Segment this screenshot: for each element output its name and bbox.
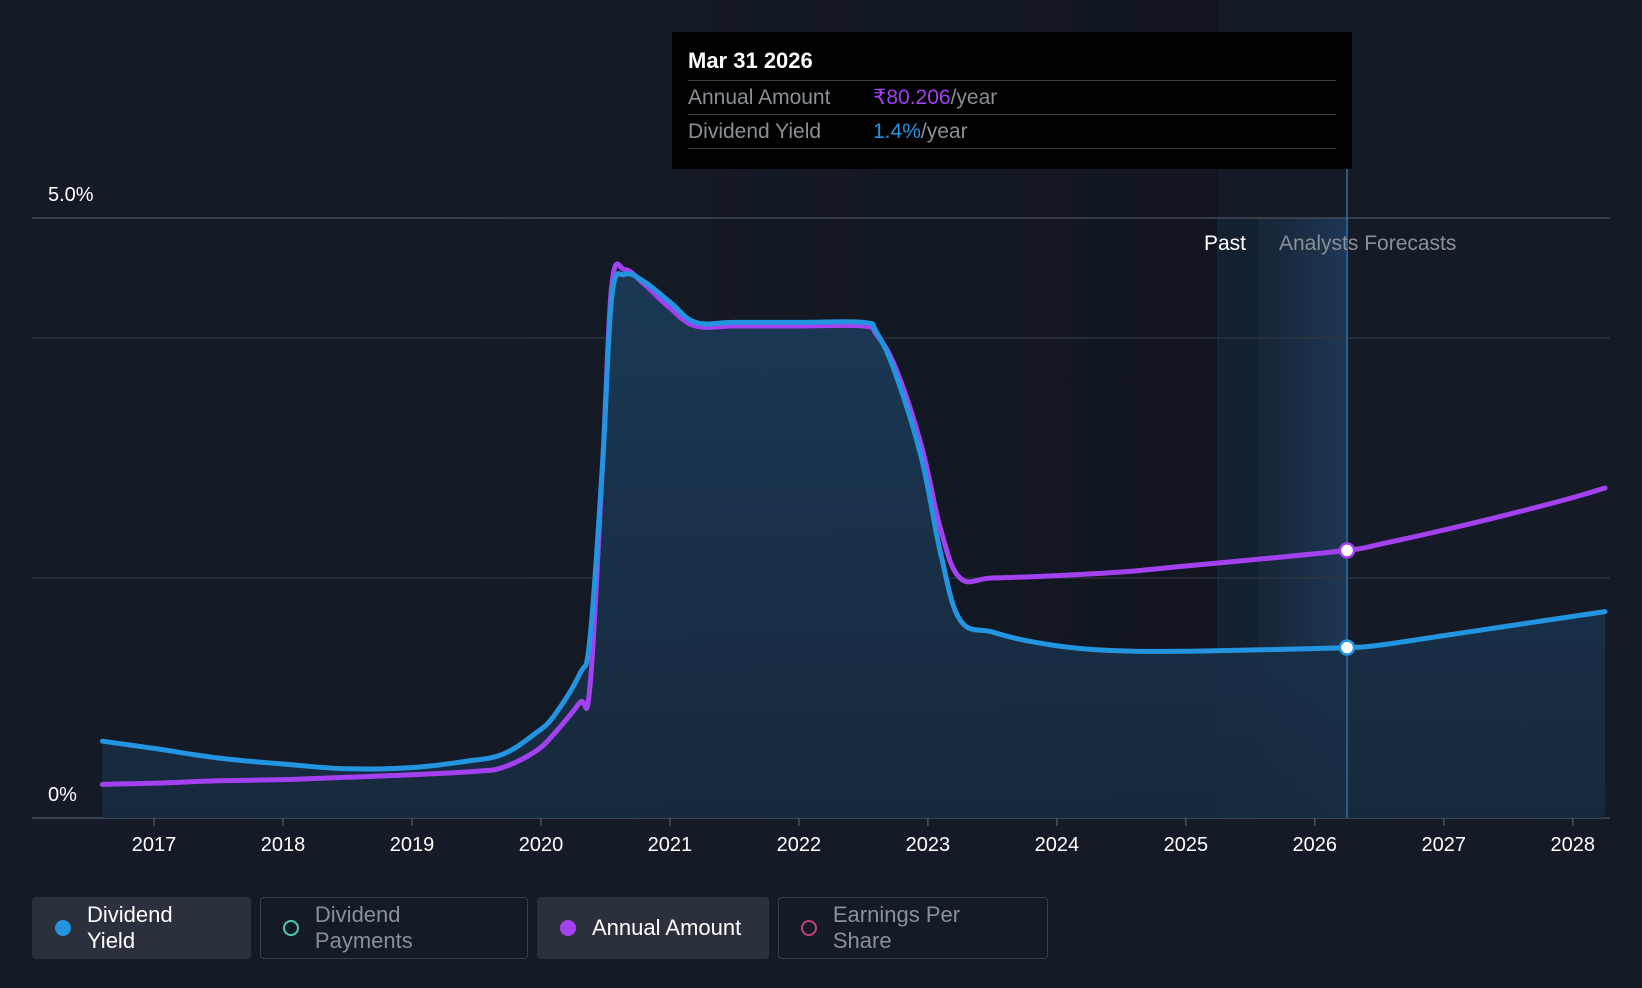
x-tick-label: 2021 (648, 834, 693, 856)
legend-earnings-per-share-label: Earnings Per Share (832, 902, 961, 953)
tooltip-annual-amount-value: ₹80.206 (873, 86, 951, 109)
x-tick-label: 2027 (1422, 834, 1467, 856)
tooltip-dividend-yield-label: Dividend Yield (688, 120, 822, 143)
legend-dividend-yield-label: Dividend Yield (86, 902, 173, 953)
tooltip-dividend-yield-unit: /year (920, 120, 968, 143)
dividend-yield-area (102, 273, 1605, 818)
tooltip-date: Mar 31 2026 (688, 48, 813, 73)
x-tick-label: 2025 (1164, 834, 1209, 856)
dividend-yield-line (99, 271, 1608, 772)
annual-amount-marker (1338, 542, 1356, 559)
annual-amount-line (99, 261, 1608, 787)
legend-dividend-payments-label: Dividend Payments (314, 902, 413, 953)
tooltip-dividend-yield-row: Dividend Yield 1.4% /year (688, 114, 1336, 149)
x-tick-label: 2022 (777, 834, 822, 856)
x-tick-label: 2020 (519, 834, 564, 856)
legend-dividend-yield-button[interactable]: Dividend Yield (32, 897, 251, 959)
legend-annual-amount-button[interactable]: Annual Amount (537, 897, 769, 959)
y-tick-label-top: 5.0% (48, 184, 94, 206)
hover-markers (1338, 542, 1356, 656)
legend-annual-amount-label: Annual Amount (592, 915, 742, 940)
x-tick-label: 2018 (261, 834, 306, 856)
dividend-payments-circle-icon (283, 920, 299, 936)
legend: Dividend Yield Dividend Payments Annual … (32, 897, 1048, 959)
earnings-per-share-circle-icon (801, 920, 817, 936)
dividend-yield-marker (1338, 639, 1356, 656)
annual-amount-dot-icon (560, 920, 576, 936)
x-tick-label: 2026 (1293, 834, 1338, 856)
hover-tooltip: Mar 31 2026 Annual Amount ₹80.206 /year … (672, 32, 1352, 169)
tooltip-annual-amount-row: Annual Amount ₹80.206 /year (688, 80, 1336, 114)
tooltip-annual-amount-unit: /year (950, 86, 998, 109)
legend-earnings-per-share-button[interactable]: Earnings Per Share (778, 897, 1048, 959)
x-axis: 2017 2018 2019 2020 2021 2022 2023 2024 2025 2026… (132, 818, 1595, 856)
dividend-yield-dot-icon (55, 920, 71, 936)
legend-dividend-payments-button[interactable]: Dividend Payments (260, 897, 528, 959)
analysts-forecasts-label: Analysts Forecasts (1279, 232, 1456, 255)
x-tick-label: 2023 (906, 834, 951, 856)
x-tick-label: 2019 (390, 834, 435, 856)
past-label: Past (1204, 232, 1246, 255)
tooltip-annual-amount-label: Annual Amount (688, 86, 831, 109)
x-tick-label: 2024 (1035, 834, 1080, 856)
x-tick-label: 2017 (132, 834, 177, 856)
tooltip-dividend-yield-value: 1.4% (873, 120, 921, 143)
y-tick-label-bottom: 0% (48, 784, 77, 806)
x-tick-label: 2028 (1551, 834, 1596, 856)
